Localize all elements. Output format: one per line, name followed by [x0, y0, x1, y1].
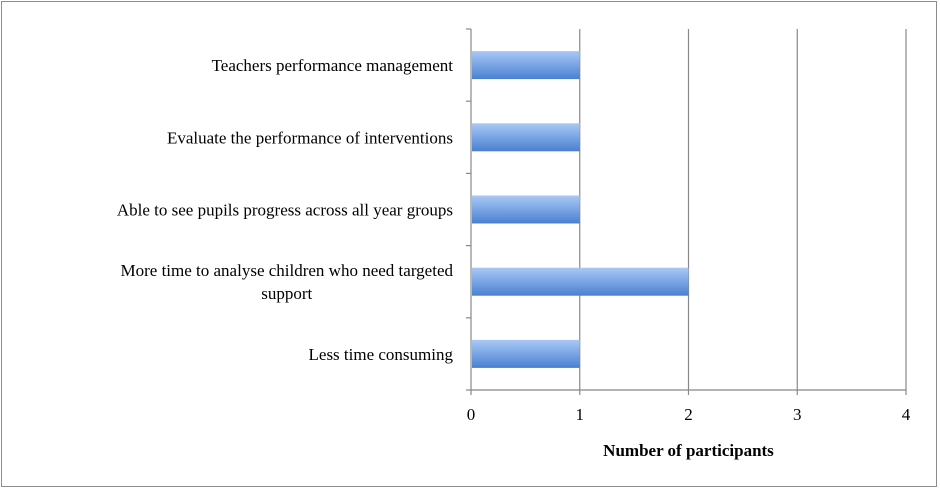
category-label-line: Able to see pupils progress across all y…	[117, 201, 453, 220]
x-axis-title: Number of participants	[603, 441, 774, 460]
bar-3	[472, 267, 689, 296]
bar-2	[472, 195, 580, 224]
category-label-line: support	[261, 284, 312, 303]
bars	[472, 51, 689, 368]
gridlines	[579, 29, 907, 390]
bar-4	[472, 339, 580, 368]
category-label-1: Evaluate the performance of intervention…	[167, 128, 453, 147]
x-tick-label-3: 3	[793, 405, 802, 424]
bar-0	[472, 51, 580, 80]
category-label-0: Teachers performance management	[212, 56, 454, 75]
category-label-line: Less time consuming	[309, 345, 454, 364]
category-label-3: More time to analyse children who need t…	[121, 261, 454, 303]
bar-1	[472, 123, 580, 152]
x-tick-label-0: 0	[467, 405, 476, 424]
axes	[466, 28, 907, 395]
x-tick-label-1: 1	[576, 405, 585, 424]
category-label-line: More time to analyse children who need t…	[121, 261, 454, 280]
category-labels: Teachers performance management Evaluate …	[117, 56, 454, 364]
x-tick-labels: 0 1 2 3 4	[467, 405, 911, 424]
x-tick-label-4: 4	[902, 405, 911, 424]
category-label-line: Evaluate the performance of intervention…	[167, 128, 453, 147]
x-tick-label-2: 2	[684, 405, 693, 424]
category-label-2: Able to see pupils progress across all y…	[117, 201, 453, 220]
category-label-4: Less time consuming	[309, 345, 454, 364]
category-label-line: Teachers performance management	[212, 56, 454, 75]
